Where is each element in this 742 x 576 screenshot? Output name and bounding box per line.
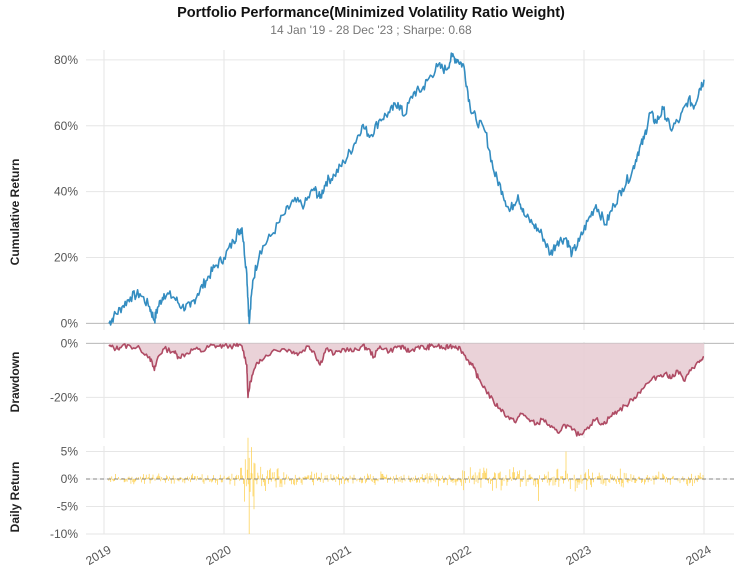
y-tick-label: 80% — [54, 53, 78, 67]
drawdown-line — [108, 342, 704, 437]
x-tick-label: 2019 — [83, 542, 113, 568]
y-tick-label: -10% — [50, 527, 78, 541]
grid-layer — [86, 50, 734, 535]
y-axis-label: Cumulative Return — [8, 159, 22, 266]
y-tick-label: 5% — [61, 445, 79, 459]
y-tick-label: 0% — [61, 472, 79, 486]
daily-return-bars — [108, 437, 705, 534]
y-tick-label: 20% — [54, 251, 78, 265]
y-tick-label: 0% — [61, 336, 79, 350]
y-axis-label: Daily Return — [8, 462, 22, 533]
cumulative-return-line — [108, 52, 705, 326]
y-tick-label: 0% — [61, 316, 79, 330]
y-axis-label: Drawdown — [8, 352, 22, 413]
chart-title: Portfolio Performance(Minimized Volatili… — [177, 5, 565, 21]
x-tick-label: 2022 — [443, 542, 473, 568]
y-tick-label: -5% — [57, 500, 79, 514]
drawdown-area — [108, 343, 705, 436]
x-tick-label: 2021 — [323, 542, 353, 568]
x-tick-label: 2020 — [203, 542, 233, 568]
x-tick-label: 2023 — [563, 542, 593, 568]
y-tick-label: 40% — [54, 185, 78, 199]
y-tick-label: -20% — [50, 390, 78, 404]
data-layer — [86, 52, 734, 534]
x-tick-label: 2024 — [683, 542, 713, 568]
chart-subtitle: 14 Jan '19 - 28 Dec '23 ; Sharpe: 0.68 — [270, 23, 472, 37]
y-tick-label: 60% — [54, 119, 78, 133]
